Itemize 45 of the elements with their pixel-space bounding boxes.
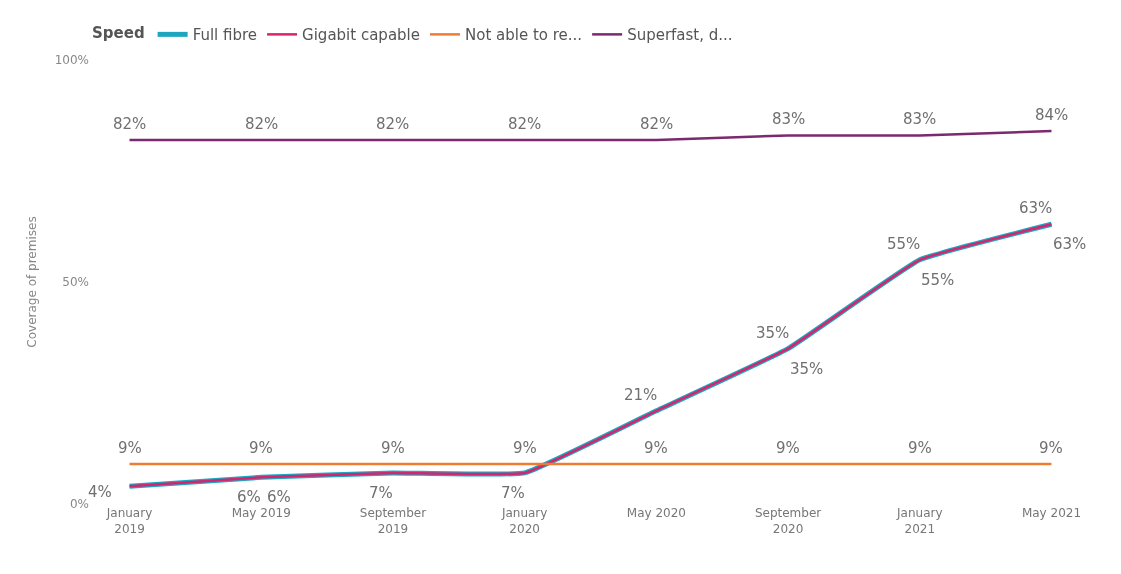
y-tick-label: 100% <box>54 53 89 68</box>
legend-label: Full fibre <box>192 26 258 45</box>
data-label: 9% <box>381 439 405 457</box>
data-label: 9% <box>644 439 668 457</box>
x-tick-label: January 2021 <box>896 506 943 536</box>
legend-label: Superfast, d... <box>627 26 733 45</box>
x-tick-label: September 2020 <box>754 506 822 536</box>
data-label: 6% <box>267 488 291 506</box>
x-tick-label: May 2019 <box>231 506 291 520</box>
legend-title: Speed <box>92 23 145 42</box>
data-label: 83% <box>772 110 806 128</box>
data-label: 55% <box>887 235 921 253</box>
data-label: 4% <box>88 483 112 501</box>
data-label: 63% <box>1053 235 1087 253</box>
data-label: 9% <box>118 439 142 457</box>
y-tick-label: 0% <box>69 497 89 512</box>
data-label: 82% <box>113 115 147 133</box>
data-label: 55% <box>921 271 955 289</box>
data-label: 9% <box>1039 439 1063 457</box>
data-label: 7% <box>369 484 393 502</box>
legend-label: Gigabit capable <box>302 26 420 45</box>
data-label: 63% <box>1019 199 1053 217</box>
data-label: 84% <box>1035 106 1069 124</box>
x-tick-label: January 2020 <box>500 506 548 536</box>
data-label: 35% <box>790 360 824 378</box>
data-label: 9% <box>249 439 273 457</box>
y-tick-label: 50% <box>62 275 89 290</box>
x-tick-label: May 2020 <box>626 506 686 520</box>
data-label: 6% <box>237 488 261 506</box>
data-label: 82% <box>245 115 279 133</box>
x-tick-label: September 2019 <box>359 506 427 536</box>
data-label: 7% <box>501 484 525 502</box>
data-label: 9% <box>776 439 800 457</box>
data-label: 21% <box>624 386 658 404</box>
x-tick-label: January 2019 <box>105 506 153 536</box>
data-label: 9% <box>908 439 932 457</box>
data-label: 83% <box>903 110 937 128</box>
data-label: 82% <box>508 115 542 133</box>
data-label: 82% <box>376 115 410 133</box>
data-label: 35% <box>756 324 790 342</box>
data-label: 9% <box>513 439 537 457</box>
x-tick-label: May 2021 <box>1021 506 1082 520</box>
y-axis-title: Coverage of premises <box>24 216 39 348</box>
data-label: 82% <box>640 115 674 133</box>
legend-label: Not able to re... <box>465 26 583 45</box>
